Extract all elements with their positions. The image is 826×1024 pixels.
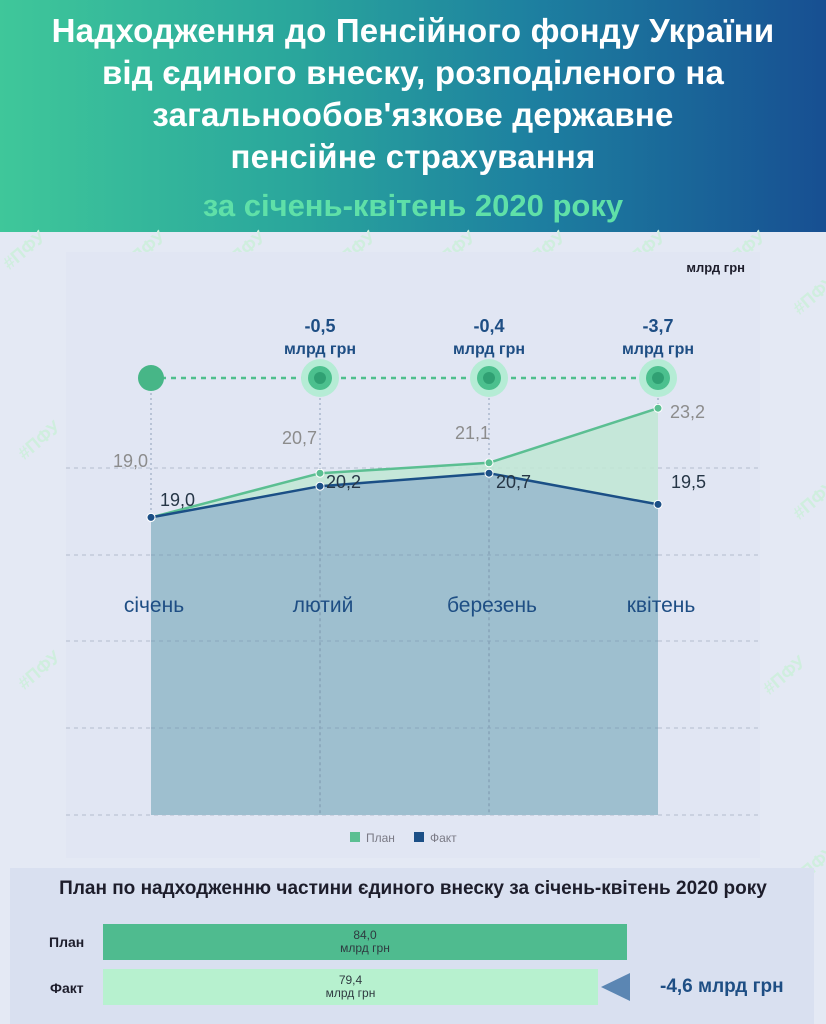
point-plan — [653, 403, 663, 413]
point-plan — [315, 468, 325, 478]
bar-chart-title: План по надходженню частини єдиного внес… — [59, 878, 767, 899]
difference-marker-core — [652, 372, 664, 384]
data-label-plan: 20,7 — [282, 428, 317, 448]
data-label-fact: 20,7 — [496, 472, 531, 492]
bar-fact-value-number: 79,4 — [338, 973, 363, 987]
point-fact — [146, 512, 156, 522]
legend-label-plan: План — [366, 831, 395, 845]
point-fact — [653, 499, 663, 509]
bar-plan-value-number: 84,0 — [353, 928, 377, 942]
category-label: лютий — [293, 594, 354, 617]
bar-fact-value-unit: млрд грн — [325, 986, 376, 1000]
bar-label-fact: Факт — [50, 980, 84, 996]
difference-marker-core — [483, 372, 495, 384]
legend-label-fact: Факт — [430, 831, 457, 845]
difference-value: -0,4 — [473, 316, 504, 336]
legend-swatch-plan — [350, 832, 360, 842]
difference-value: -3,7 — [642, 316, 673, 336]
bar-plan — [103, 924, 627, 960]
data-label-plan: 23,2 — [670, 402, 705, 422]
bar-plan-value: 84,0 млрд грн — [325, 929, 405, 955]
data-label-fact: 19,0 — [160, 490, 195, 510]
difference-unit: млрд грн — [622, 341, 694, 358]
legend-swatch-fact — [414, 832, 424, 842]
page-title: Надходження до Пенсійного фонду України … — [51, 12, 775, 175]
bar-fact-value: 79,4 млрд грн — [311, 974, 391, 1000]
bar-label-plan: План — [49, 934, 85, 950]
difference-value: -0,5 — [304, 316, 335, 336]
chart-unit-label: млрд грн — [686, 260, 745, 275]
difference-marker-core — [314, 372, 326, 384]
point-fact — [315, 481, 325, 491]
category-label: квітень — [627, 594, 696, 617]
category-label: березень — [447, 594, 537, 617]
page-subtitle: за січень-квітень 2020 року — [202, 188, 624, 223]
data-label-fact: 19,5 — [671, 472, 706, 492]
fact-area — [151, 473, 658, 815]
data-label-fact: 20,2 — [326, 472, 361, 492]
series-line-fact — [150, 471, 659, 519]
bar-fact — [103, 969, 598, 1005]
series-line-plan — [150, 407, 659, 519]
difference-marker-start — [138, 365, 164, 391]
difference-unit: млрд грн — [453, 341, 525, 358]
point-fact — [484, 468, 494, 478]
data-label-plan: 21,1 — [455, 423, 490, 443]
header-banner: Надходження до Пенсійного фонду України … — [0, 0, 826, 232]
data-label-plan: 19,0 — [113, 451, 148, 471]
point-plan — [484, 458, 494, 468]
plan-area — [151, 408, 658, 518]
bar-difference: -4,6 млрд грн — [660, 976, 784, 997]
category-label: січень — [124, 594, 184, 617]
difference-unit: млрд грн — [284, 341, 356, 358]
bar-plan-value-unit: млрд грн — [340, 941, 390, 955]
